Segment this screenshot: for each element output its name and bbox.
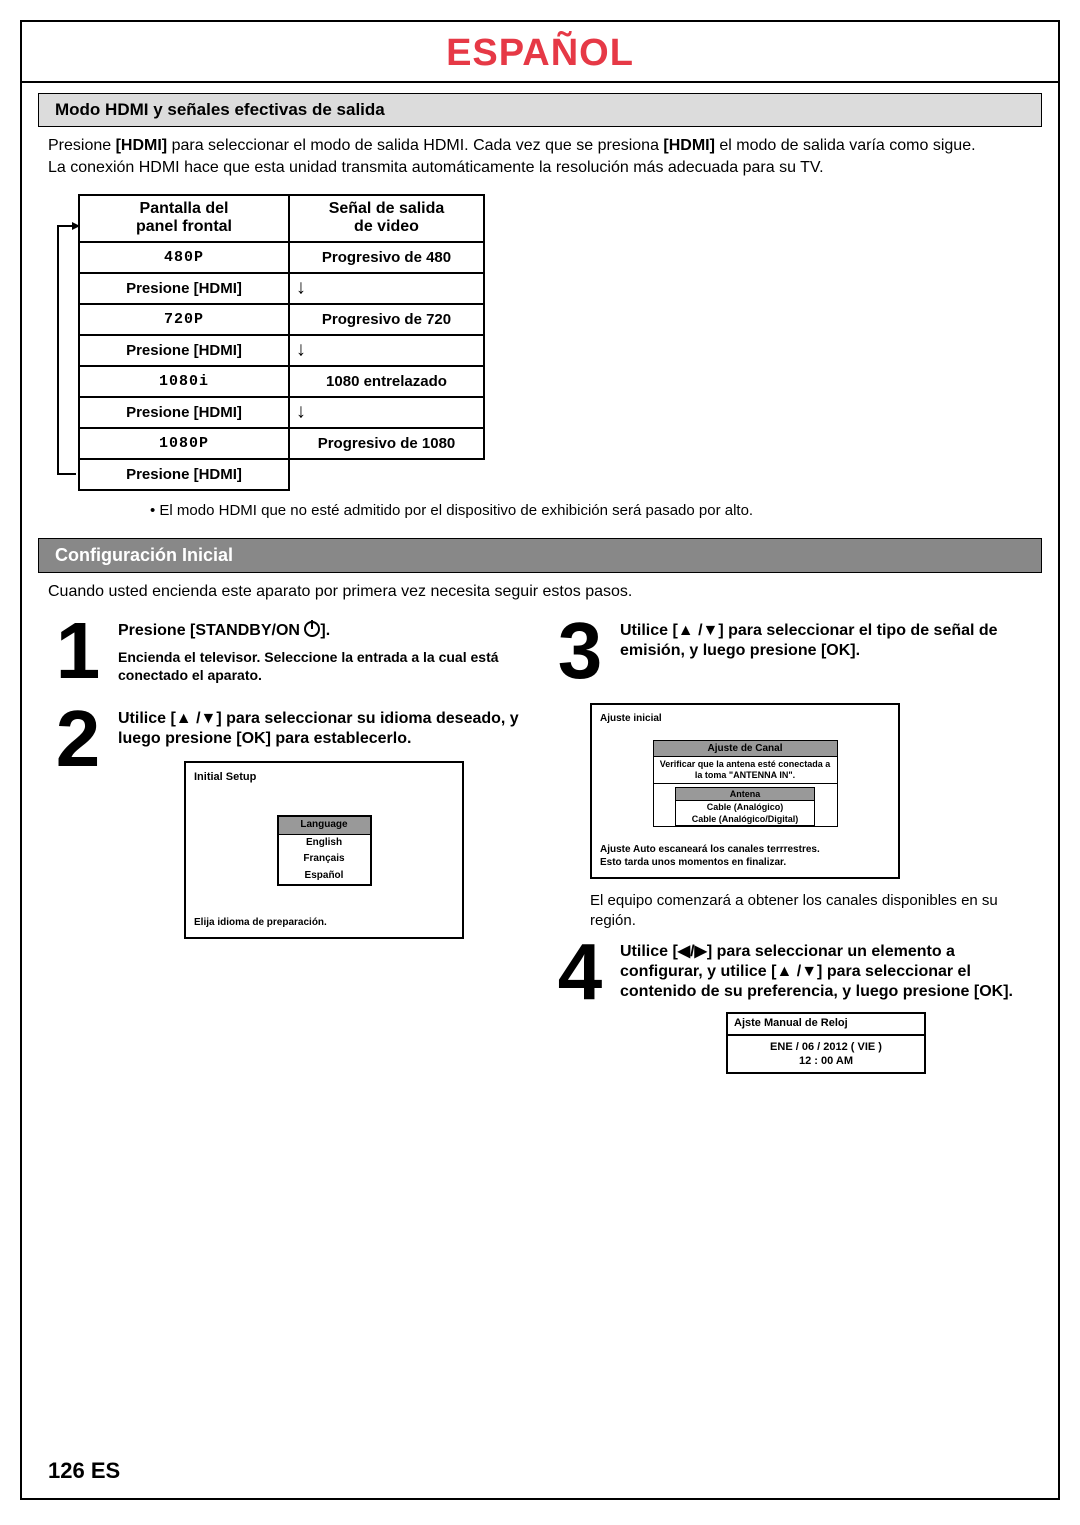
cell-720p: 720P xyxy=(79,304,289,335)
press-2: Presione [HDMI] xyxy=(79,335,289,366)
cell-prog720: Progresivo de 720 xyxy=(289,304,484,335)
th-signal: Señal de salidade video xyxy=(289,195,484,242)
p1e: el modo de salida varía como sigue. xyxy=(715,137,976,154)
title-rule xyxy=(22,81,1058,83)
col-left: 1 Presione [STANDBY/ON ]. Encienda el te… xyxy=(48,615,530,1090)
step-1-body: Presione [STANDBY/ON ]. Encienda el tele… xyxy=(118,615,530,687)
osd-title: Initial Setup xyxy=(194,771,454,815)
osd-language: Initial Setup Language English Français … xyxy=(184,761,464,939)
step-3: 3 Utilice [▲ /▼] para seleccionar el tip… xyxy=(550,615,1032,687)
osd-lang-label: Language xyxy=(279,817,370,835)
step-4-body: Utilice [◀/▶] para seleccionar un elemen… xyxy=(620,936,1032,1074)
step-1-sub: Encienda el televisor. Seleccione la ent… xyxy=(118,641,530,684)
step-3-body: Utilice [▲ /▼] para seleccionar el tipo … xyxy=(620,615,1032,687)
cell-1080int: 1080 entrelazado xyxy=(289,366,484,397)
hdmi-table-wrap: Pantalla delpanel frontal Señal de salid… xyxy=(22,184,1058,520)
hdmi-table: Pantalla delpanel frontal Señal de salid… xyxy=(78,194,485,491)
cell-prog1080: Progresivo de 1080 xyxy=(289,428,484,459)
page-frame: ESPAÑOL Modo HDMI y señales efectivas de… xyxy=(20,20,1060,1500)
press-1: Presione [HDMI] xyxy=(79,273,289,304)
osd-clock: Ajste Manual de Reloj ENE / 06 / 2012 ( … xyxy=(726,1012,926,1074)
arrow-cell-3: ↓ xyxy=(289,397,484,428)
p1b: [HDMI] xyxy=(116,137,168,154)
step-2-body: Utilice [▲ /▼] para seleccionar su idiom… xyxy=(118,703,530,939)
osd2-group: Ajuste de Canal Verificar que la antena … xyxy=(653,740,838,827)
down-arrow-icon: ↓ xyxy=(296,339,306,362)
hdmi-note: • El modo HDMI que no esté admitido por … xyxy=(78,491,1032,521)
press-4: Presione [HDMI] xyxy=(79,459,289,490)
step-2: 2 Utilice [▲ /▼] para seleccionar su idi… xyxy=(48,703,530,939)
down-arrow-icon: ↓ xyxy=(296,401,306,424)
arrow-cell-2: ↓ xyxy=(289,335,484,366)
osd3-title: Ajste Manual de Reloj xyxy=(728,1014,924,1036)
steps-columns: 1 Presione [STANDBY/ON ]. Encienda el te… xyxy=(22,607,1058,1110)
step-4-number: 4 xyxy=(550,936,610,1074)
osd3-body: ENE / 06 / 2012 ( VIE )12 : 00 AM xyxy=(728,1036,924,1073)
step-4: 4 Utilice [◀/▶] para seleccionar un elem… xyxy=(550,936,1032,1074)
osd2-group-label: Ajuste de Canal xyxy=(654,741,837,757)
section-hdmi-heading: Modo HDMI y señales efectivas de salida xyxy=(38,93,1042,127)
loop-arrow-icon xyxy=(52,220,82,480)
osd2-foot: Ajuste Auto escaneará los canales terrre… xyxy=(600,827,890,869)
col-right: 3 Utilice [▲ /▼] para seleccionar el tip… xyxy=(550,615,1032,1090)
osd-lang-en: English xyxy=(279,835,370,852)
p1c: para seleccionar el modo de salida HDMI.… xyxy=(167,137,663,154)
osd2-opt-cable-a: Cable (Analógico) xyxy=(676,801,814,813)
section-config-heading: Configuración Inicial xyxy=(38,538,1042,573)
osd-lang-es: Español xyxy=(279,868,370,885)
osd2-options: Antena Cable (Analógico) Cable (Analógic… xyxy=(675,787,815,826)
step-1: 1 Presione [STANDBY/ON ]. Encienda el te… xyxy=(48,615,530,687)
osd2-opt-cable-ad: Cable (Analógico/Digital) xyxy=(676,813,814,825)
arrow-cell-1: ↓ xyxy=(289,273,484,304)
osd2-msg: Verificar que la antena esté conectada a… xyxy=(654,757,837,784)
cell-1080p: 1080P xyxy=(79,428,289,459)
p2: La conexión HDMI hace que esta unidad tr… xyxy=(48,159,824,176)
p1d: [HDMI] xyxy=(663,137,715,154)
p1a: Presione xyxy=(48,137,116,154)
cell-480p: 480P xyxy=(79,242,289,273)
section-hdmi-body: Presione [HDMI] para seleccionar el modo… xyxy=(22,127,1058,184)
page-number: 126 ES xyxy=(48,1458,120,1484)
osd2-title: Ajuste inicial xyxy=(600,713,890,740)
cell-prog480: Progresivo de 480 xyxy=(289,242,484,273)
step-3-number: 3 xyxy=(550,615,610,687)
step-3-followup: El equipo comenzará a obtener los canale… xyxy=(550,887,1032,936)
step-2-number: 2 xyxy=(48,703,108,939)
osd-lang-group: Language English Français Español xyxy=(277,815,372,886)
down-arrow-icon: ↓ xyxy=(296,277,306,300)
page-title: ESPAÑOL xyxy=(22,22,1058,81)
osd-channel: Ajuste inicial Ajuste de Canal Verificar… xyxy=(590,703,900,879)
empty-cell xyxy=(289,459,484,490)
config-intro: Cuando usted encienda este aparato por p… xyxy=(22,573,1058,607)
osd-lang-fr: Français xyxy=(279,851,370,868)
press-3: Presione [HDMI] xyxy=(79,397,289,428)
osd2-opt-antena: Antena xyxy=(676,788,814,801)
osd-lang-foot: Elija idioma de preparación. xyxy=(194,886,454,929)
step-1-number: 1 xyxy=(48,615,108,687)
power-icon xyxy=(304,621,320,637)
cell-1080i: 1080i xyxy=(79,366,289,397)
th-panel: Pantalla delpanel frontal xyxy=(79,195,289,242)
